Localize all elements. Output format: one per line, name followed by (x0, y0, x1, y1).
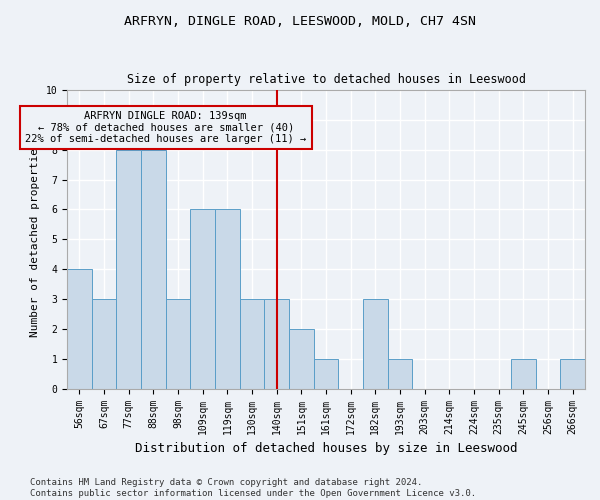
Bar (67, 269, 92, 388)
Bar (388, 359, 412, 388)
Title: Size of property relative to detached houses in Leeswood: Size of property relative to detached ho… (127, 73, 526, 86)
Bar (363, 299, 388, 388)
X-axis label: Distribution of detached houses by size in Leeswood: Distribution of detached houses by size … (135, 442, 517, 455)
Bar (265, 299, 289, 388)
Bar (215, 210, 240, 388)
Bar (560, 359, 585, 388)
Y-axis label: Number of detached properties: Number of detached properties (30, 142, 40, 337)
Bar (511, 359, 536, 388)
Bar (166, 299, 190, 388)
Bar (116, 150, 141, 388)
Bar (289, 329, 314, 388)
Text: ARFRYN, DINGLE ROAD, LEESWOOD, MOLD, CH7 4SN: ARFRYN, DINGLE ROAD, LEESWOOD, MOLD, CH7… (124, 15, 476, 28)
Bar (190, 210, 215, 388)
Bar (92, 299, 116, 388)
Bar (314, 359, 338, 388)
Bar (141, 150, 166, 388)
Text: ARFRYN DINGLE ROAD: 139sqm
← 78% of detached houses are smaller (40)
22% of semi: ARFRYN DINGLE ROAD: 139sqm ← 78% of deta… (25, 111, 307, 144)
Text: Contains HM Land Registry data © Crown copyright and database right 2024.
Contai: Contains HM Land Registry data © Crown c… (30, 478, 476, 498)
Bar (240, 299, 265, 388)
